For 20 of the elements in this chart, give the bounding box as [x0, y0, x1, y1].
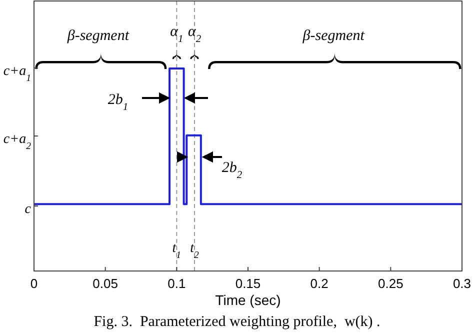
- x-tick-label: 0.25: [378, 276, 404, 291]
- text: β-segment: [66, 28, 130, 44]
- caption: Fig. 3. Parameterized weighting profile, w(k) .: [94, 314, 380, 330]
- x-axis-title: Time (sec): [215, 292, 281, 308]
- x-tick-label: 0.1: [168, 276, 186, 291]
- text: c+a$_{1}$: [3, 64, 31, 84]
- ref-line-label: t$_{2}$: [190, 241, 199, 260]
- text: α$_{1}$: [170, 24, 184, 44]
- x-tick-label: 0.3: [452, 276, 472, 291]
- text: β-segment: [302, 28, 366, 44]
- annotation: 2b$_{1}$: [108, 92, 128, 112]
- text: c: [24, 202, 32, 217]
- ref-line-label: t$_{1}$: [172, 241, 182, 260]
- text: α$_{2}$: [188, 24, 202, 44]
- x-tick-label: 0.15: [235, 276, 261, 291]
- annotation: 2b$_{2}$: [222, 160, 243, 180]
- x-tick-label: 0.05: [92, 276, 118, 291]
- x-tick-label: 0: [30, 276, 38, 291]
- x-tick-label: 0.2: [310, 276, 328, 291]
- text: c+a$_{2}$: [3, 132, 32, 152]
